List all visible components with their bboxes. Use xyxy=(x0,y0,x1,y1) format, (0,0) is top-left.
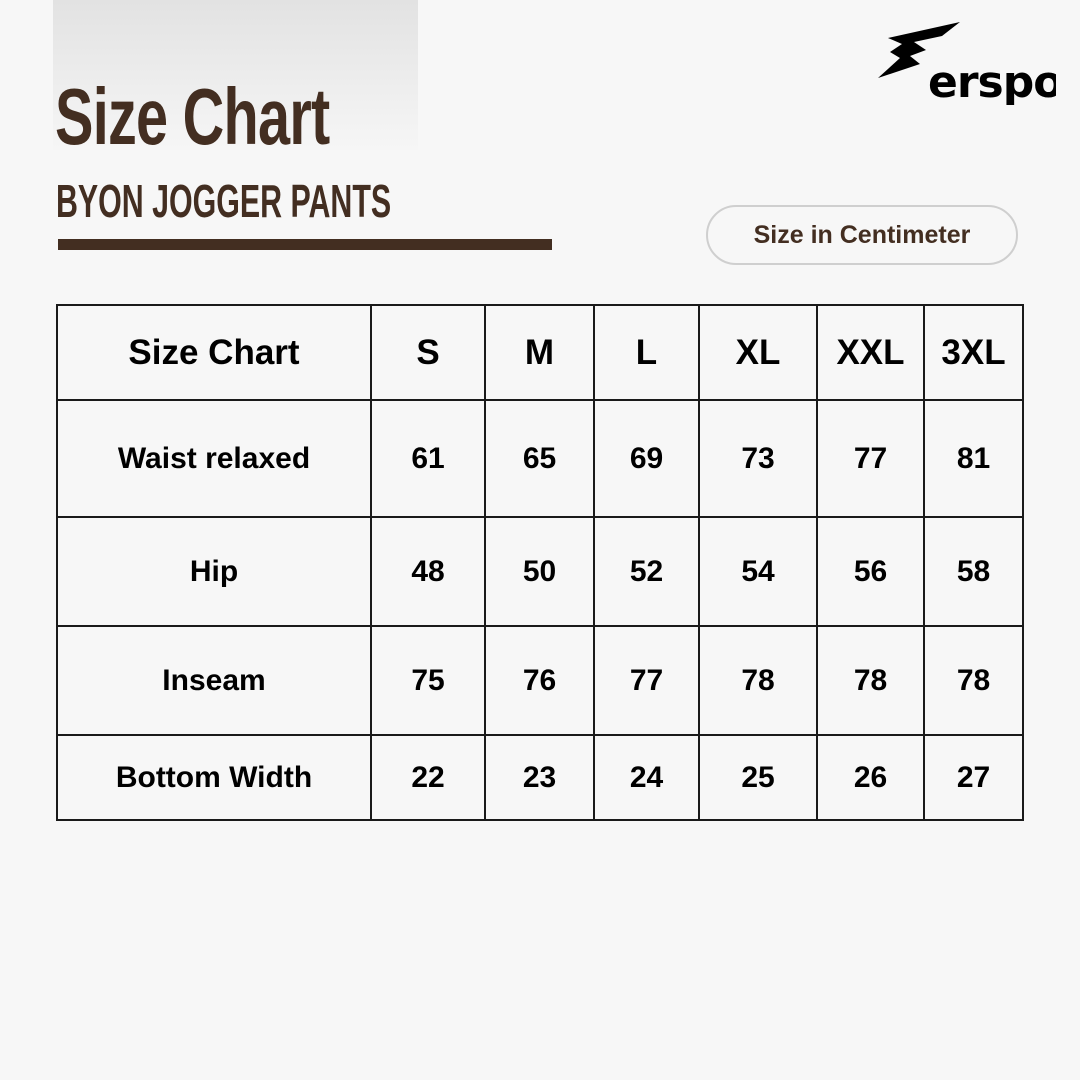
product-name: BYON JOGGER PANTS xyxy=(56,175,392,227)
table-row: Waist relaxed 61 65 69 73 77 81 xyxy=(56,399,1024,518)
header-cell: S xyxy=(370,304,486,401)
cell: 52 xyxy=(593,516,700,627)
size-table: Size Chart S M L XL XXL 3XL Waist relaxe… xyxy=(56,304,1024,821)
cell: 76 xyxy=(484,625,595,736)
row-label: Inseam xyxy=(56,625,372,736)
cell: 50 xyxy=(484,516,595,627)
table-header-row: Size Chart S M L XL XXL 3XL xyxy=(56,304,1024,401)
logo-mark-icon xyxy=(878,22,960,78)
cell: 22 xyxy=(370,734,486,821)
table-row: Bottom Width 22 23 24 25 26 27 xyxy=(56,734,1024,821)
row-label: Hip xyxy=(56,516,372,627)
cell: 25 xyxy=(698,734,818,821)
divider xyxy=(58,239,552,250)
row-label: Bottom Width xyxy=(56,734,372,821)
cell: 27 xyxy=(923,734,1024,821)
cell: 54 xyxy=(698,516,818,627)
svg-text:erspo: erspo xyxy=(928,57,1056,105)
header-cell: 3XL xyxy=(923,304,1024,401)
cell: 78 xyxy=(698,625,818,736)
cell: 56 xyxy=(816,516,925,627)
header-cell: L xyxy=(593,304,700,401)
cell: 26 xyxy=(816,734,925,821)
header-cell: Size Chart xyxy=(56,304,372,401)
row-label: Waist relaxed xyxy=(56,399,372,518)
cell: 48 xyxy=(370,516,486,627)
table-row: Inseam 75 76 77 78 78 78 xyxy=(56,625,1024,736)
cell: 75 xyxy=(370,625,486,736)
cell: 23 xyxy=(484,734,595,821)
cell: 77 xyxy=(816,399,925,518)
table-row: Hip 48 50 52 54 56 58 xyxy=(56,516,1024,627)
cell: 78 xyxy=(923,625,1024,736)
cell: 58 xyxy=(923,516,1024,627)
cell: 61 xyxy=(370,399,486,518)
header-cell: XXL xyxy=(816,304,925,401)
unit-badge: Size in Centimeter xyxy=(706,205,1018,265)
brand-logo: erspo xyxy=(878,22,1056,105)
cell: 65 xyxy=(484,399,595,518)
cell: 24 xyxy=(593,734,700,821)
header-cell: XL xyxy=(698,304,818,401)
cell: 81 xyxy=(923,399,1024,518)
header-cell: M xyxy=(484,304,595,401)
page-title: Size Chart xyxy=(55,72,330,161)
cell: 77 xyxy=(593,625,700,736)
cell: 69 xyxy=(593,399,700,518)
cell: 78 xyxy=(816,625,925,736)
header-background xyxy=(53,0,418,150)
cell: 73 xyxy=(698,399,818,518)
